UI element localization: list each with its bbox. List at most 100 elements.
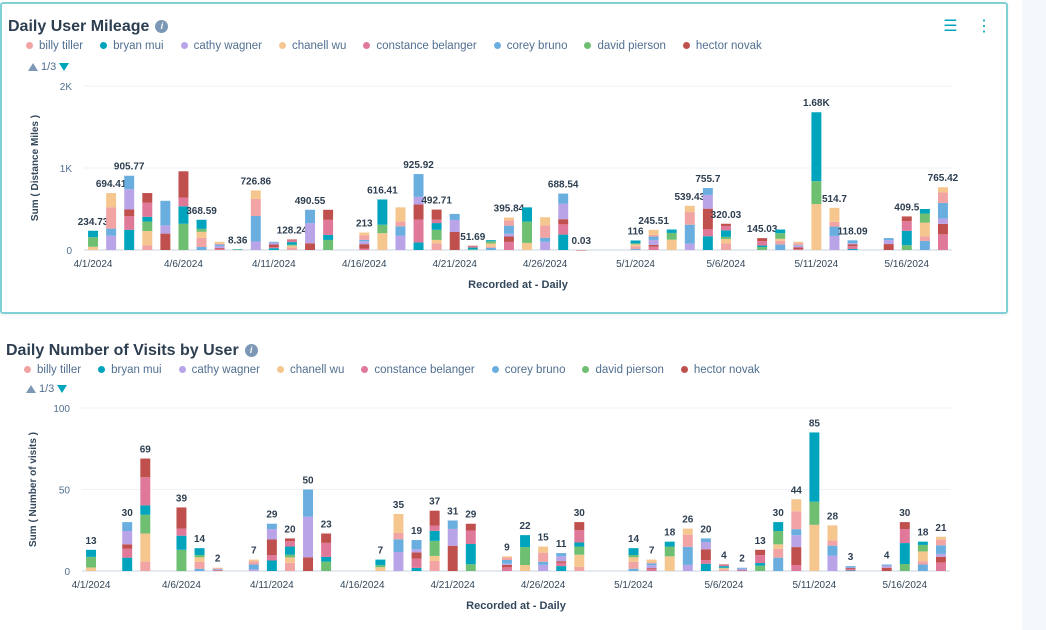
bar-segment	[501, 567, 512, 571]
legend-swatch	[279, 42, 286, 50]
bar-segment	[176, 507, 187, 529]
bar-segment	[646, 565, 657, 569]
bar-segment	[250, 241, 261, 250]
bar-segment	[646, 562, 657, 564]
legend-label: billy tiller	[37, 364, 82, 376]
bar-segment	[809, 501, 820, 525]
bar-segment	[700, 563, 711, 571]
bar-segment	[286, 244, 297, 246]
page-down-icon[interactable]	[59, 63, 70, 71]
legend-swatch	[180, 42, 188, 50]
bar-segment	[845, 567, 856, 569]
legend-item[interactable]: chanell wu	[277, 364, 344, 376]
legend-item[interactable]: bryan mui	[98, 364, 162, 376]
legend-item[interactable]: constance belanger	[361, 364, 475, 376]
chart-toolbar: ☰ ⋮	[929, 16, 992, 36]
legend-item[interactable]: constance belanger	[363, 40, 477, 52]
legend-item[interactable]: david pierson	[584, 40, 666, 52]
legend-item[interactable]: corey bruno	[493, 40, 568, 52]
data-label: 128.24	[277, 225, 308, 236]
legend-item[interactable]: cathy wagner	[180, 40, 262, 52]
x-tick-label: 4/6/2024	[162, 580, 201, 591]
bar-segment	[811, 112, 822, 182]
bar-segment	[194, 555, 205, 558]
bar-segment	[124, 175, 135, 190]
x-tick-label: 5/1/2024	[614, 580, 653, 591]
bar-segment	[196, 228, 207, 232]
legend-label: david pierson	[597, 40, 666, 52]
bar-segment	[303, 557, 314, 571]
bar-segment	[194, 561, 205, 569]
bar-segment	[899, 529, 910, 544]
page-up-icon[interactable]	[28, 63, 38, 71]
x-axis-label: Recorded at - Daily	[468, 279, 569, 291]
bar-segment	[447, 520, 458, 529]
bar-segment	[323, 239, 334, 250]
legend-item[interactable]: billy tiller	[26, 40, 83, 52]
info-icon[interactable]: i	[155, 20, 169, 34]
page-up-icon[interactable]	[26, 385, 36, 393]
legend-item[interactable]: hector novak	[680, 364, 760, 376]
legend-item[interactable]: cathy wagner	[178, 364, 260, 376]
bar-segment	[574, 546, 585, 555]
bar-segment	[827, 525, 838, 541]
legend-swatch	[493, 42, 501, 50]
bar-segment	[232, 249, 243, 250]
bar-segment	[212, 569, 223, 571]
bar-segment	[305, 243, 316, 250]
bar-segment	[214, 247, 225, 249]
bar-segment	[303, 516, 314, 558]
bar-segment	[558, 234, 569, 250]
data-label: 145.03	[747, 224, 778, 235]
legend-swatch	[361, 366, 369, 374]
bar-segment	[702, 194, 713, 209]
bar-segment	[431, 209, 442, 220]
legend-item[interactable]: corey bruno	[491, 364, 565, 376]
bar-segment	[630, 243, 641, 245]
bar-segment	[124, 229, 135, 250]
bar-segment	[556, 553, 567, 557]
bar-segment	[791, 547, 802, 566]
data-label: 694.41	[96, 179, 127, 190]
info-icon[interactable]: i	[244, 344, 258, 358]
bar-segment	[558, 203, 569, 220]
bar-segment	[775, 233, 786, 239]
bar-segment	[303, 489, 314, 517]
bar-segment	[501, 556, 512, 558]
bar-segment	[773, 548, 784, 558]
data-label: 23	[321, 520, 333, 531]
bar-segment	[429, 510, 440, 526]
data-label: 7	[251, 546, 257, 557]
bar-segment	[176, 528, 187, 536]
bar-segment	[935, 545, 946, 554]
bar-segment	[465, 530, 476, 544]
bar-segment	[811, 181, 822, 205]
legend-item[interactable]: david pierson	[582, 364, 664, 376]
data-label: 31	[447, 506, 459, 517]
legend-item[interactable]: chanell wu	[279, 40, 346, 52]
bar-segment	[737, 567, 748, 569]
bar-segment	[935, 562, 946, 571]
data-label: 116	[627, 226, 644, 237]
legend: billy tiller bryan mui cathy wagner chanell…	[24, 364, 777, 376]
legend-item[interactable]: hector novak	[682, 40, 762, 52]
page-down-icon[interactable]	[57, 385, 68, 393]
bar-segment	[720, 243, 731, 250]
settings-sliders-icon[interactable]: ☰	[943, 18, 958, 35]
bar-segment	[359, 235, 370, 240]
bar-segment	[284, 562, 295, 571]
x-tick-label: 4/11/2024	[250, 580, 294, 591]
legend-item[interactable]: bryan mui	[100, 40, 164, 52]
legend-label: corey bruno	[506, 40, 568, 52]
legend-label: chanell wu	[292, 40, 347, 52]
legend-label: billy tiller	[39, 40, 84, 52]
legend-item[interactable]: billy tiller	[24, 364, 81, 376]
bar-segment	[793, 249, 804, 250]
x-tick-label: 5/6/2024	[704, 580, 743, 591]
data-label: 8.36	[228, 235, 248, 246]
data-label: 492.71	[421, 196, 452, 207]
bar-segment	[664, 541, 675, 547]
more-vertical-icon[interactable]: ⋮	[976, 18, 992, 35]
legend-swatch	[363, 42, 371, 50]
bar-segment	[286, 239, 297, 241]
